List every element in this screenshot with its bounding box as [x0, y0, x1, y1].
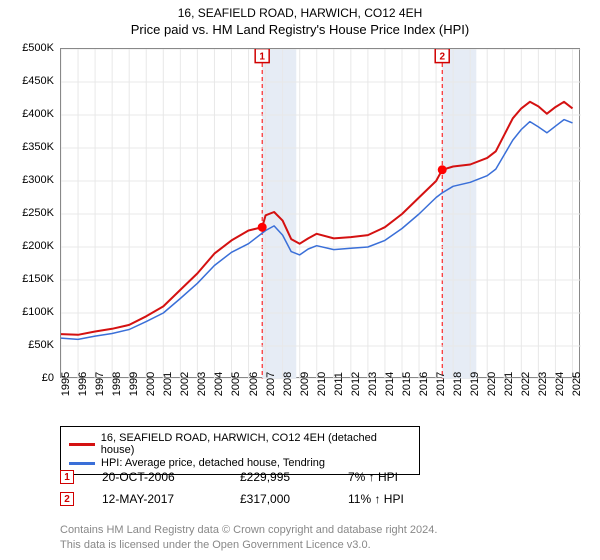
y-tick-label: £450K	[22, 75, 54, 87]
x-tick-label: 2021	[503, 372, 515, 396]
x-tick-label: 2000	[145, 372, 157, 396]
y-tick-label: £50K	[28, 339, 54, 351]
x-tick-label: 2010	[316, 372, 328, 396]
legend-item-1: HPI: Average price, detached house, Tend…	[69, 457, 411, 469]
x-tick-label: 2017	[435, 372, 447, 396]
x-tick-label: 2013	[367, 372, 379, 396]
chart-title: 16, SEAFIELD ROAD, HARWICH, CO12 4EH Pri…	[0, 0, 600, 37]
plot-svg: 12	[61, 49, 581, 379]
x-tick-label: 1999	[128, 372, 140, 396]
x-tick-label: 2004	[213, 372, 225, 396]
x-tick-label: 2019	[469, 372, 481, 396]
event-date-0: 20-OCT-2006	[102, 470, 212, 484]
plot-region: 12	[60, 48, 580, 378]
x-tick-label: 1998	[111, 372, 123, 396]
event-row-0: 1 20-OCT-2006 £229,995 7% ↑ HPI	[60, 470, 580, 484]
event-marker-1: 2	[60, 492, 74, 506]
chart-area: 12 £0£50K£100K£150K£200K£250K£300K£350K£…	[60, 48, 580, 378]
svg-text:2: 2	[439, 52, 445, 63]
x-tick-label: 2025	[571, 372, 583, 396]
footer-line1: Contains HM Land Registry data © Crown c…	[60, 523, 580, 537]
svg-text:1: 1	[259, 52, 265, 63]
y-tick-label: £350K	[22, 141, 54, 153]
y-tick-label: £0	[42, 372, 54, 384]
y-tick-label: £100K	[22, 306, 54, 318]
event-row-1: 2 12-MAY-2017 £317,000 11% ↑ HPI	[60, 492, 580, 506]
x-tick-label: 2015	[401, 372, 413, 396]
legend-item-0: 16, SEAFIELD ROAD, HARWICH, CO12 4EH (de…	[69, 432, 411, 456]
legend-swatch-1	[69, 462, 95, 465]
footer-line2: This data is licensed under the Open Gov…	[60, 538, 580, 552]
y-tick-label: £500K	[22, 42, 54, 54]
title-line1: 16, SEAFIELD ROAD, HARWICH, CO12 4EH	[0, 6, 600, 20]
x-tick-label: 2023	[537, 372, 549, 396]
event-price-1: £317,000	[240, 492, 320, 506]
legend: 16, SEAFIELD ROAD, HARWICH, CO12 4EH (de…	[60, 426, 420, 475]
y-tick-label: £150K	[22, 273, 54, 285]
y-tick-label: £200K	[22, 240, 54, 252]
title-line2: Price paid vs. HM Land Registry's House …	[0, 22, 600, 37]
y-tick-label: £250K	[22, 207, 54, 219]
x-tick-label: 1996	[77, 372, 89, 396]
x-tick-label: 2014	[384, 372, 396, 396]
legend-label-0: 16, SEAFIELD ROAD, HARWICH, CO12 4EH (de…	[101, 432, 411, 456]
legend-swatch-0	[69, 443, 95, 446]
x-tick-label: 2008	[282, 372, 294, 396]
y-tick-label: £400K	[22, 108, 54, 120]
x-tick-label: 2003	[196, 372, 208, 396]
event-delta-1: 11% ↑ HPI	[348, 492, 404, 506]
x-tick-label: 2024	[554, 372, 566, 396]
y-tick-label: £300K	[22, 174, 54, 186]
x-tick-label: 1995	[60, 372, 72, 396]
x-tick-label: 2009	[299, 372, 311, 396]
x-tick-label: 2016	[418, 372, 430, 396]
x-tick-label: 1997	[94, 372, 106, 396]
x-tick-label: 2020	[486, 372, 498, 396]
x-tick-label: 2001	[162, 372, 174, 396]
event-marker-0: 1	[60, 470, 74, 484]
event-date-1: 12-MAY-2017	[102, 492, 212, 506]
footer: Contains HM Land Registry data © Crown c…	[60, 523, 580, 552]
x-tick-label: 2007	[265, 372, 277, 396]
x-tick-label: 2018	[452, 372, 464, 396]
x-tick-label: 2011	[333, 372, 345, 396]
event-delta-0: 7% ↑ HPI	[348, 470, 398, 484]
x-tick-label: 2022	[520, 372, 532, 396]
x-tick-label: 2006	[248, 372, 260, 396]
x-tick-label: 2012	[350, 372, 362, 396]
x-tick-label: 2005	[230, 372, 242, 396]
legend-label-1: HPI: Average price, detached house, Tend…	[101, 457, 325, 469]
event-price-0: £229,995	[240, 470, 320, 484]
x-tick-label: 2002	[179, 372, 191, 396]
